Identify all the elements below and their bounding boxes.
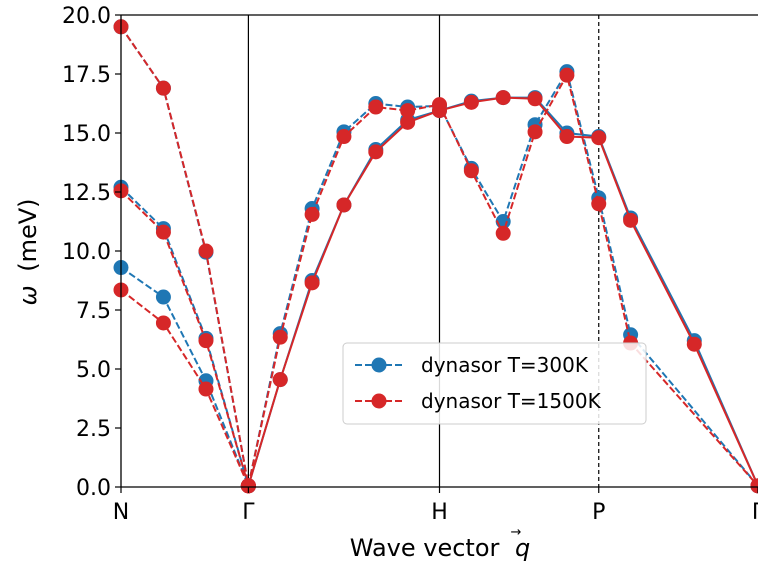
series-1-branch-4-point-11 [591, 196, 606, 211]
legend: dynasor T=300K dynasor T=1500K [343, 343, 646, 424]
series-1-branch-0-point-1 [156, 315, 171, 330]
series-1-branch-3-point-12 [623, 213, 638, 228]
x-tick-label-3: P [592, 500, 605, 525]
x-axis-label: Wave vector q [350, 534, 531, 562]
series-1-branch-3-point-8 [496, 90, 511, 105]
series-1-branch-1-line [121, 191, 248, 486]
series-0-branch-0-point-1 [156, 290, 171, 305]
x-tick-label-1: Γ [242, 500, 255, 525]
legend-marker-1 [372, 394, 387, 409]
series-1-branch-4-point-9 [528, 124, 543, 139]
series-1-branch-0-point-2 [198, 382, 213, 397]
series-1-branch-3-point-3 [336, 197, 351, 212]
series-1-branch-3-point-13 [687, 337, 702, 352]
x-tick-label-2: H [431, 500, 448, 525]
series-1-branch-3-point-11 [591, 130, 606, 145]
series-1-branch-3-point-7 [464, 95, 479, 110]
series-1-branch-3-point-2 [305, 275, 320, 290]
y-tick-label-7: 17.5 [62, 63, 111, 88]
y-tick-label-5: 12.5 [62, 181, 111, 206]
y-tick-label-0: 0.0 [76, 476, 111, 501]
series-1-branch-4-point-1 [273, 330, 288, 345]
series-1-branch-3-line [248, 98, 758, 486]
series-1-branch-4-point-3 [336, 129, 351, 144]
series-1-branch-0-line [121, 290, 248, 486]
y-tick-label-8: 20.0 [62, 4, 111, 29]
legend-label-0: dynasor T=300K [421, 353, 589, 377]
series-1-branch-4-point-8 [496, 226, 511, 241]
y-axis-symbol: ω [14, 285, 42, 305]
x-axis-symbol-arrow: → [511, 525, 522, 540]
y-tick-label-2: 5.0 [76, 358, 111, 383]
series-1-branch-2-point-2 [198, 244, 213, 259]
x-tick-label-0: N [113, 500, 129, 525]
y-tick-label-1: 2.5 [76, 417, 111, 442]
y-tick-label-4: 10.0 [62, 240, 111, 265]
x-tick-label-4: Γ [752, 500, 758, 525]
series-1-branch-4-point-5 [400, 103, 415, 118]
series-1-branch-4-point-13 [751, 478, 758, 493]
series-1-branch-4-point-2 [305, 207, 320, 222]
series-1-branch-1-point-1 [156, 225, 171, 240]
series-1-branch-3-point-4 [368, 144, 383, 159]
series-1-branch-3-point-10 [559, 129, 574, 144]
series-1-branch-4-point-6 [432, 97, 447, 112]
series-1-branch-1-point-2 [198, 333, 213, 348]
series-1-branch-4-point-7 [464, 163, 479, 178]
series-1-branch-3-point-1 [273, 372, 288, 387]
series-1-branch-3-point-9 [528, 91, 543, 106]
series-1-branch-4-point-4 [368, 100, 383, 115]
y-tick-label-6: 15.0 [62, 122, 111, 147]
y-axis-unit: (meV) [14, 198, 42, 271]
series-1-branch-2-point-1 [156, 81, 171, 96]
series-1-branch-4-point-10 [559, 68, 574, 83]
y-tick-label-3: 7.5 [76, 299, 111, 324]
legend-label-1: dynasor T=1500K [421, 389, 602, 413]
series-0-branch-3-line [248, 98, 758, 486]
legend-marker-0 [372, 358, 387, 373]
y-axis-label: ω (meV) [14, 198, 42, 305]
